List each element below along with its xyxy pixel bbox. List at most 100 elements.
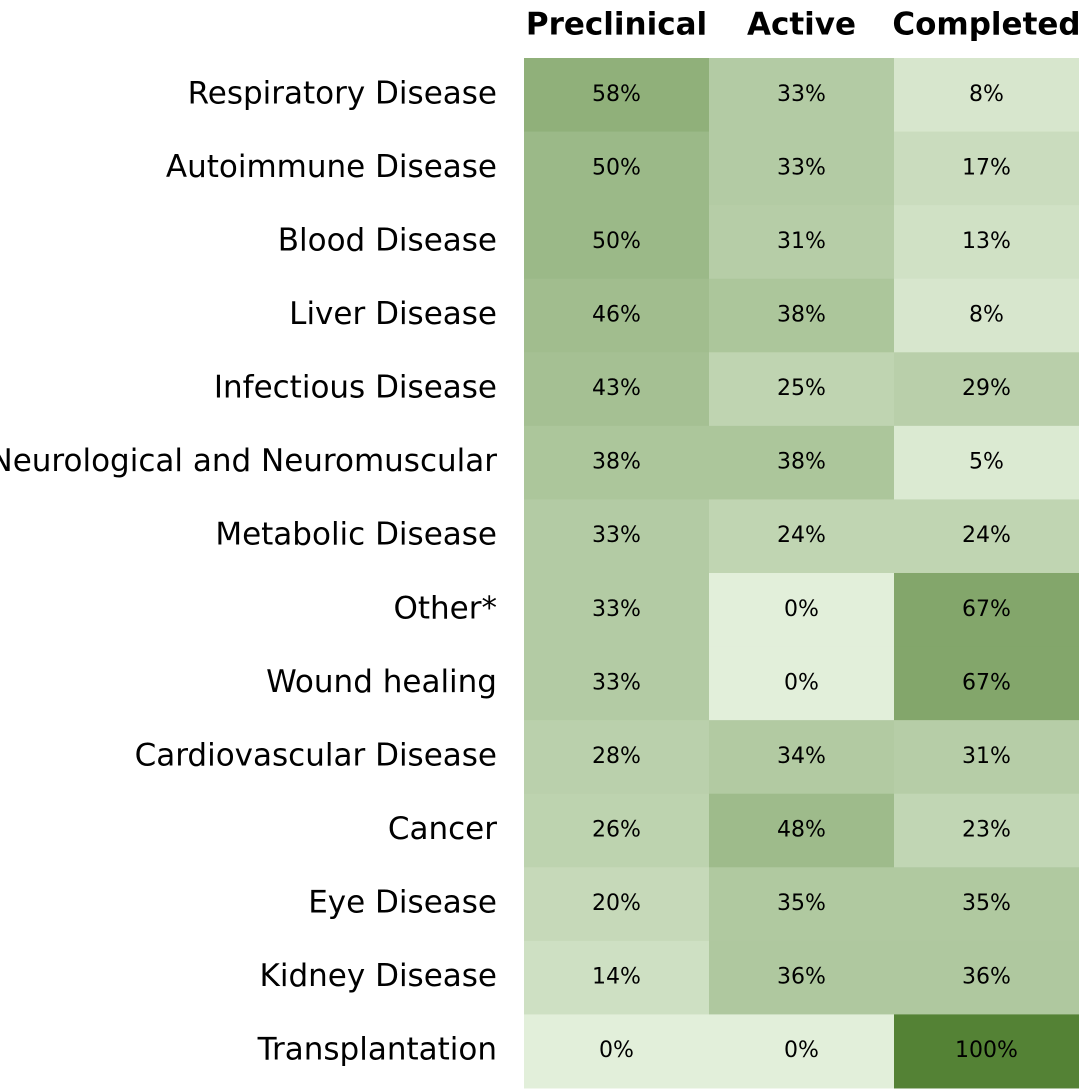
cell-value-label: 8% [969,302,1004,327]
heatmap-cell [524,425,709,500]
heatmap-cell [709,131,894,206]
heatmap-cell [524,58,709,133]
heatmap-cell [709,793,894,868]
row-label-autoimmune-disease: Autoimmune Disease [166,149,497,185]
column-header-preclinical: Preclinical [526,7,707,43]
row-label-metabolic-disease: Metabolic Disease [215,517,497,553]
heatmap-cell [894,131,1079,206]
heatmap-cell [524,646,709,721]
cell-value-label: 35% [777,891,826,916]
cell-value-label: 38% [777,302,826,327]
cell-value-label: 38% [592,450,641,475]
cell-value-label: 20% [592,891,641,916]
heatmap-cell [524,720,709,795]
heatmap-cell [524,793,709,868]
row-label-infectious-disease: Infectious Disease [214,370,497,406]
heatmap-cell [709,572,894,648]
heatmap-cell [524,572,709,648]
heatmap-cell [524,1014,709,1089]
cell-value-label: 38% [777,450,826,475]
heatmap-cell [709,278,894,353]
heatmap-cell [709,58,894,133]
cell-value-label: 31% [962,744,1011,769]
cell-value-label: 0% [599,1038,634,1063]
heatmap-cell [894,793,1079,868]
cell-value-label: 36% [777,965,826,990]
heatmap-cell [709,205,894,280]
cell-value-label: 33% [777,155,826,180]
cell-value-label: 28% [592,744,641,769]
cell-value-label: 13% [962,229,1011,254]
row-label-respiratory-disease: Respiratory Disease [188,75,497,111]
cell-value-label: 58% [592,82,641,107]
cell-value-label: 0% [784,597,819,622]
cell-value-label: 100% [955,1038,1018,1063]
cell-value-label: 46% [592,302,641,327]
heatmap-cell [709,940,894,1015]
cell-value-label: 8% [969,82,1004,107]
cell-value-label: 34% [777,744,826,769]
cell-value-label: 36% [962,965,1011,990]
cell-value-label: 24% [777,523,826,548]
heatmap-cell [709,425,894,500]
heatmap-cell [894,867,1079,942]
heatmap-cell [894,425,1079,500]
cell-value-label: 5% [969,450,1004,475]
heatmap-cell [894,205,1079,280]
heatmap-cell [524,278,709,353]
row-label-transplantation: Transplantation [257,1032,497,1068]
cell-value-label: 31% [777,229,826,254]
row-label-kidney-disease: Kidney Disease [260,958,497,994]
heatmap-cell [709,646,894,721]
heatmap-cell [524,205,709,280]
heatmap-cell [709,1014,894,1089]
heatmap-cell [894,58,1079,133]
cell-value-label: 29% [962,376,1011,401]
cell-value-label: 26% [592,817,641,842]
heatmap-cell [709,720,894,795]
row-label-wound-healing: Wound healing [266,664,497,700]
cell-value-label: 67% [962,670,1011,695]
heatmap-cell [894,352,1079,427]
heatmap-cell [524,940,709,1015]
cell-value-label: 67% [962,597,1011,622]
heatmap-cell [709,499,894,574]
row-label-eye-disease: Eye Disease [308,885,497,921]
column-header-completed: Completed [892,7,1080,43]
cell-value-label: 0% [784,1038,819,1063]
row-label-liver-disease: Liver Disease [289,296,497,332]
heatmap-cell [524,867,709,942]
heatmap-cell [894,1014,1079,1089]
row-label-cardiovascular-disease: Cardiovascular Disease [135,737,497,773]
heatmap-cell [894,720,1079,795]
heatmap-cell [894,572,1079,648]
cell-value-label: 35% [962,891,1011,916]
cell-value-label: 0% [784,670,819,695]
heatmap-cell [709,867,894,942]
heatmap-cell [524,131,709,206]
column-headers: Preclinical Active Completed [526,7,1080,43]
heatmap-cell [524,499,709,574]
cell-value-label: 33% [592,670,641,695]
cell-value-label: 33% [592,523,641,548]
cell-value-label: 17% [962,155,1011,180]
cell-value-label: 43% [592,376,641,401]
heatmap-cells: 58% 33% 8% 50% 33% 17% 50% 31% 13% 46% 38% 8% 43% 25%… [524,58,1079,1089]
cell-value-label: 14% [592,965,641,990]
row-label-blood-disease: Blood Disease [278,222,497,258]
column-header-active: Active [747,7,856,43]
heatmap-cell [894,646,1079,721]
heatmap-cell [524,352,709,427]
heatmap-cell [709,352,894,427]
cell-value-label: 48% [777,817,826,842]
row-label-cancer: Cancer [388,811,497,847]
cell-value-label: 23% [962,817,1011,842]
heatmap-cell [894,940,1079,1015]
cell-value-label: 50% [592,155,641,180]
cell-value-label: 24% [962,523,1011,548]
heatmap-cell [894,499,1079,574]
row-label-neurological-and-neuromuscular: Neurological and Neuromuscular [0,443,497,479]
row-label-other: Other* [393,590,497,626]
cell-value-label: 25% [777,376,826,401]
